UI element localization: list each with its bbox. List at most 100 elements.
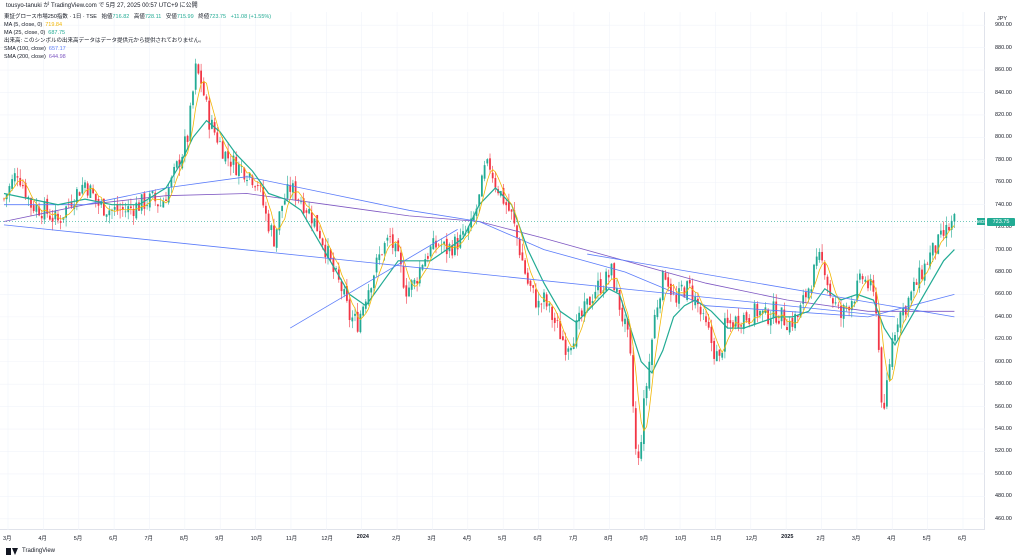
time-tick-label: 9月 [215,536,224,542]
candle-body [189,105,192,142]
candle-body [807,288,810,299]
candle-body [888,364,891,381]
candle-body [540,303,543,305]
candle-body [578,312,580,322]
candle-body [796,315,799,318]
candle-body [656,307,659,318]
candle-body [923,263,926,281]
candle-body [840,305,842,318]
candle-body [159,205,162,207]
price-tick-label: 760.00 [995,179,1012,186]
candle-body [786,327,788,331]
time-tick-label: 3月 [851,536,861,542]
candle-body [942,230,945,236]
candle-body [121,207,124,210]
candle-body [618,289,621,310]
indicator-label: SMA (100, close) [4,46,46,52]
candle-body [799,305,802,318]
candle-body [856,280,859,301]
time-tick-label: 11月 [710,536,722,542]
candle-body [192,91,194,106]
candle-body [788,320,791,333]
candle-body [138,202,140,211]
time-tick-label: 6月 [533,536,543,542]
candle-body [794,314,796,329]
candle-body [135,202,138,219]
candle-body [926,263,929,265]
candle-body [35,204,38,212]
ohlc-low-label: 安値 [165,14,177,20]
candle-body [815,256,818,266]
candle-body [896,324,899,333]
price-tick-label: 600.00 [995,358,1012,365]
price-tick-label: 660.00 [995,291,1012,298]
candle-body [834,302,837,304]
indicator-value: 719.84 [45,22,63,28]
candle-body [470,218,472,228]
candle-body [875,292,877,314]
candle-body [543,292,545,303]
candle-body [510,209,513,212]
chart-legend: 東証グロース市場250指数 · 1日 · TSE 始値716.82 高値728.… [4,13,271,61]
indicator-ma5[interactable]: MA (5, close, 0) 719.84 [4,21,271,29]
candle-body [186,135,189,142]
candle-body [356,311,359,332]
candle-body [178,159,181,168]
time-tick-label: 12月 [745,536,758,542]
candle-body [505,202,508,206]
candle-body [759,310,761,316]
candle-body [624,318,626,325]
symbol-row[interactable]: 東証グロース市場250指数 · 1日 · TSE 始値716.82 高値728.… [4,13,271,21]
candle-body [823,263,826,276]
candle-body [899,312,902,328]
candle-body [397,240,400,252]
candle-body [310,212,313,224]
candle-body [769,319,772,326]
time-tick-label: 5月 [73,536,83,542]
candle-body [616,287,618,292]
candle-body [429,246,432,257]
indicator-label: MA (25, close, 0) [4,30,46,36]
candle-body [451,245,454,256]
candle-body [13,173,16,182]
indicator-sma100[interactable]: SMA (100, close) 657.17 [4,45,271,53]
candle-body [248,173,251,178]
candle-body [607,274,610,278]
price-axis[interactable]: JPY 900.00 880.00 860.00 840.00 820.00 800.00… [985,12,1024,530]
candle-body [308,209,310,214]
candle-body [194,63,197,90]
candle-body [913,281,915,291]
candle-body [756,303,759,317]
candle-body [221,141,224,159]
candle-body [103,198,105,216]
indicator-ma25[interactable]: MA (25, close, 0) 687.75 [4,29,271,37]
candle-body [316,215,319,232]
candle-body [335,268,337,270]
candle-body [375,257,378,273]
candle-body [761,310,764,314]
candle-body [805,292,807,298]
candle-body [513,210,516,224]
price-chart-svg[interactable] [0,12,985,530]
candle-body [680,284,683,287]
candle-body [910,291,913,301]
indicator-sma200[interactable]: SMA (200, close) 644.98 [4,53,271,61]
candle-body [275,229,278,248]
time-tick-label: 6月 [958,536,967,542]
ohlc-close-value: 723.75 [209,14,227,20]
price-tick-label: 480.00 [995,493,1012,500]
candle-body [40,216,43,219]
time-tick-label: 7月 [568,536,578,542]
candle-body [929,252,931,267]
candle-body [564,339,567,355]
candle-body [270,225,273,231]
chart-plot-area[interactable] [0,12,985,530]
time-axis[interactable]: 3月 4月 5月 6月 7月 8月 9月 10月 11月 12月 2024 2月 3月 4月 5月 6月 7月 8… [0,530,985,544]
candle-body [329,249,332,260]
candle-body [621,307,624,322]
candle-body [32,205,35,212]
candle-body [605,271,607,291]
indicator-volume[interactable]: 出来高: このシンボルの出来高データはデータ提供元から提供されておりません。 [4,37,271,45]
candle-body [688,280,691,284]
time-tick-label: 3月 [3,536,12,542]
